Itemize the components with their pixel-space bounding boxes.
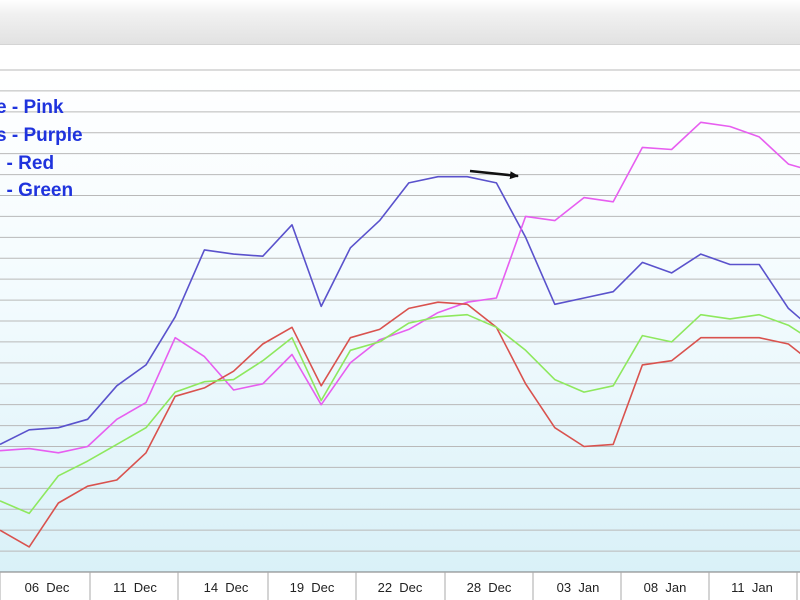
x-tick-label: 14 Dec bbox=[204, 580, 249, 595]
legend-entry-pink: e - Pink bbox=[0, 97, 64, 118]
x-tick-label: 11 Dec bbox=[113, 580, 157, 595]
legend-entry-green: - Green bbox=[0, 180, 74, 201]
legend-entry-purple: s - Purple bbox=[0, 125, 83, 146]
series-line-red bbox=[0, 301, 800, 548]
x-tick-label: 06 Dec bbox=[25, 580, 70, 595]
x-tick-label: 19 Dec bbox=[290, 580, 335, 595]
annotation-arrow bbox=[469, 169, 519, 180]
x-tick-label: 08 Jan bbox=[644, 580, 687, 595]
series-line-pink bbox=[0, 121, 800, 454]
series-line-green bbox=[0, 313, 800, 515]
x-tick-label: 03 Jan bbox=[557, 580, 600, 595]
x-tick-label: 22 Dec bbox=[378, 580, 423, 595]
x-tick-label: 28 Dec bbox=[467, 580, 512, 595]
window-title-bar bbox=[0, 0, 800, 45]
series-line-purple bbox=[0, 175, 800, 446]
legend-entry-red: - Red bbox=[0, 153, 55, 174]
x-tick-label: 11 Jan bbox=[731, 580, 773, 595]
